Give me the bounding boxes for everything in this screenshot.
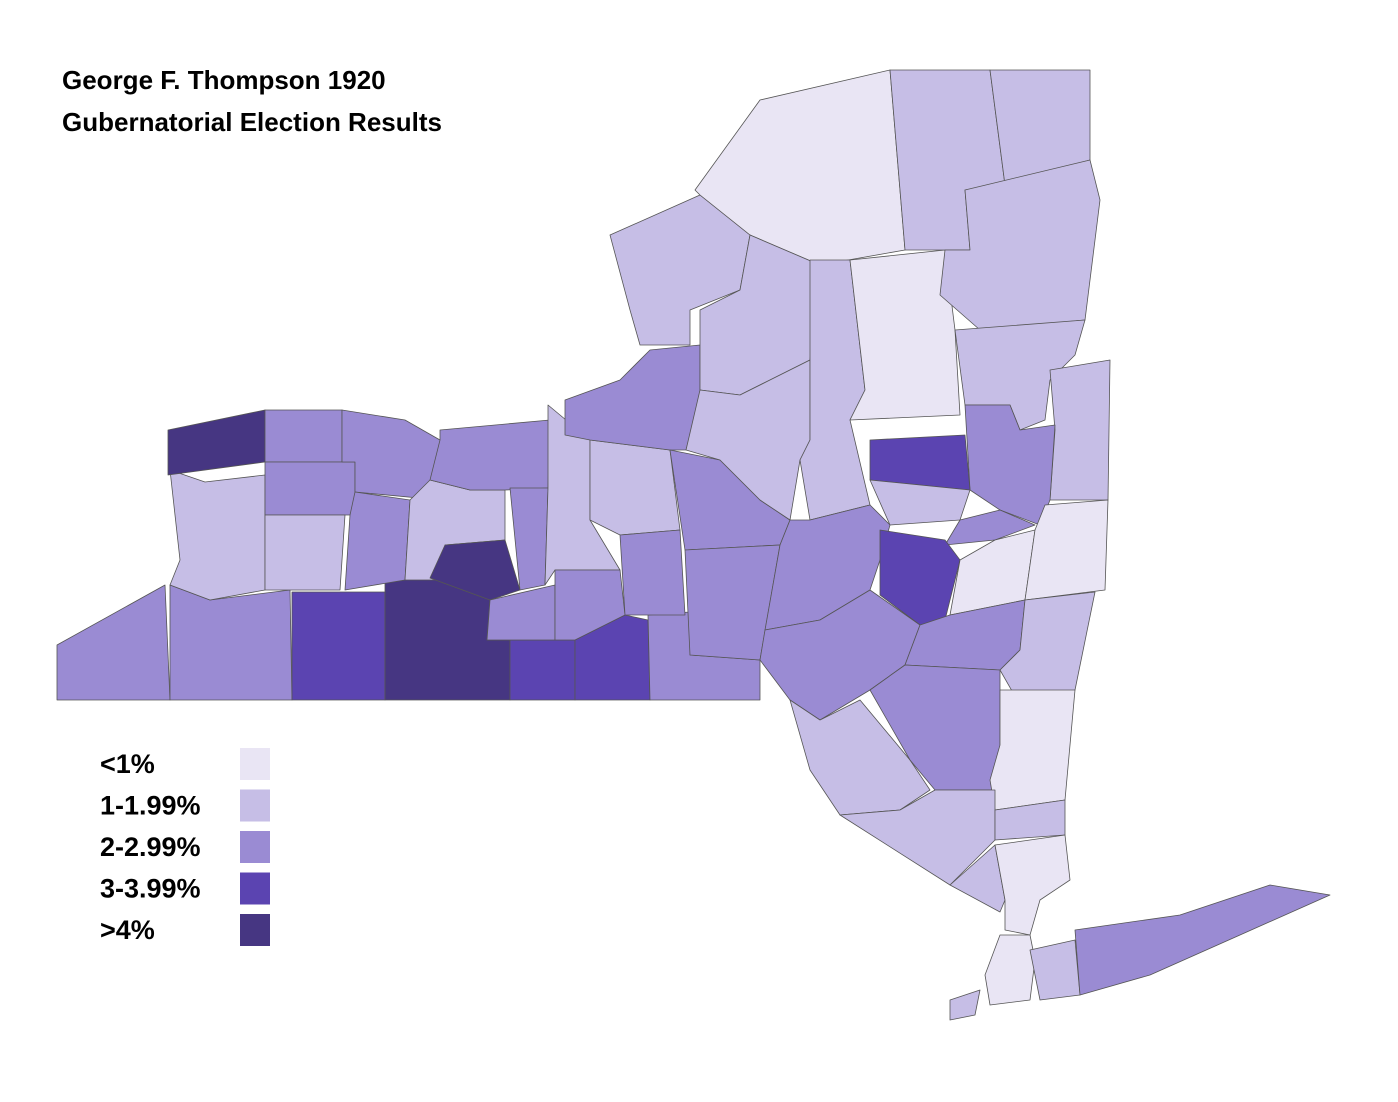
county (589, 439, 681, 536)
county (619, 529, 686, 616)
county (429, 539, 521, 601)
county (264, 409, 343, 463)
legend-swatch (240, 789, 270, 822)
legend-swatch (240, 748, 270, 780)
county (554, 569, 626, 641)
legend-swatch (240, 872, 270, 905)
county (944, 509, 1036, 546)
county (341, 409, 441, 501)
county (167, 409, 266, 476)
title-line: George F. Thompson 1920 (62, 65, 386, 95)
county (964, 404, 1056, 526)
legend-label: >4% (100, 915, 155, 945)
legend-swatch (240, 831, 270, 863)
county (344, 491, 411, 591)
county-map (56, 69, 1331, 1021)
county (694, 69, 906, 266)
county (564, 344, 701, 451)
county (429, 419, 551, 491)
county (264, 514, 346, 591)
county (949, 989, 981, 1021)
county (685, 359, 811, 521)
county (989, 689, 1076, 811)
legend-swatch (240, 914, 270, 946)
legend-label: <1% (100, 749, 155, 779)
county (1049, 359, 1111, 501)
legend: <1% 1-1.99% 2-2.99% 3-3.99% >4% (100, 748, 270, 946)
county (789, 699, 931, 816)
county (1024, 499, 1109, 601)
legend-label: 1-1.99% (100, 791, 201, 821)
county (1074, 884, 1331, 996)
county (291, 591, 386, 701)
county (1029, 939, 1081, 1001)
county (56, 584, 171, 701)
county (169, 469, 266, 601)
county (509, 639, 576, 701)
legend-label: 2-2.99% (100, 832, 201, 862)
title-line: Gubernatorial Election Results (62, 107, 442, 137)
county (264, 461, 356, 516)
legend-label: 3-3.99% (100, 874, 201, 904)
county (169, 584, 293, 701)
county (984, 934, 1036, 1006)
county (994, 834, 1071, 936)
